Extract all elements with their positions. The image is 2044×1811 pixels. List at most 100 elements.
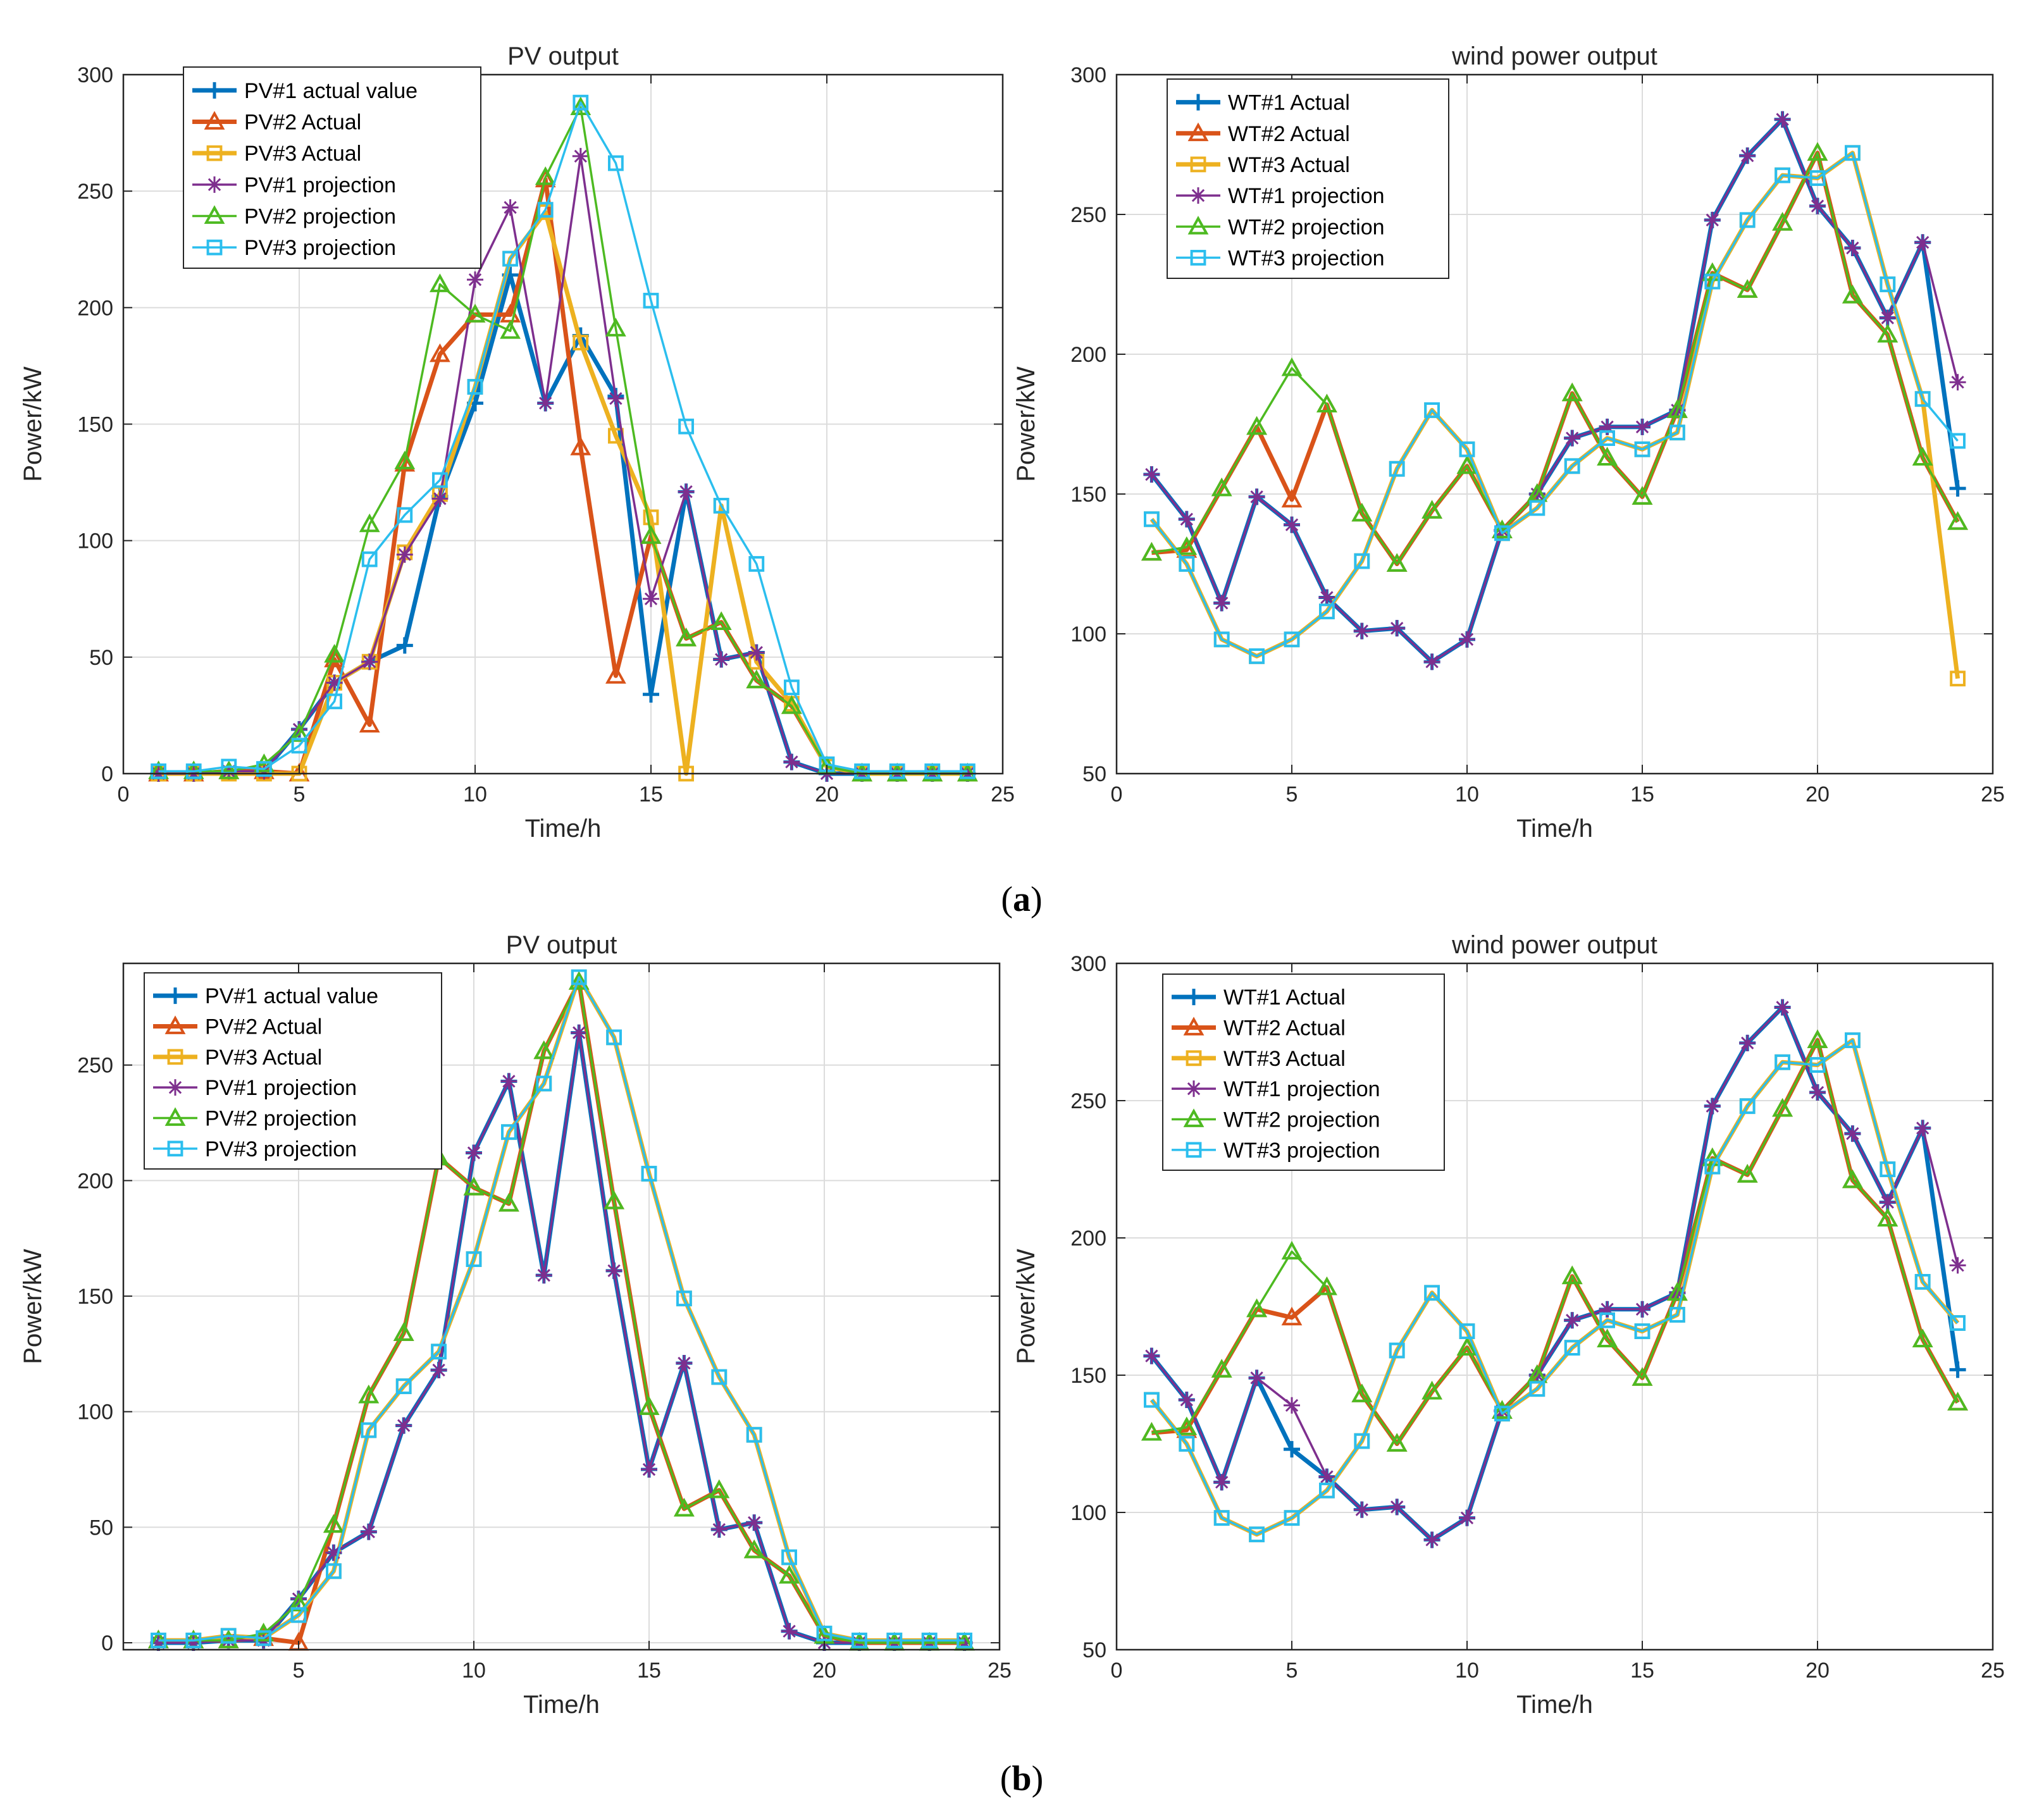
legend-item-1: WT#1 Actual (1172, 986, 1346, 1010)
data-point (710, 611, 732, 630)
data-point (921, 1632, 938, 1648)
data-point (500, 1073, 517, 1090)
legend-item-5: PV#2 projection (153, 1107, 357, 1131)
legend-item-5: WT#2 projection (1176, 215, 1385, 239)
legend-item-3: WT#3 Actual (1176, 153, 1350, 177)
data-point (746, 669, 767, 689)
y-tick-label: 150 (1070, 483, 1106, 507)
data-point (1211, 478, 1232, 497)
data-point (1353, 622, 1370, 640)
data-point (533, 1040, 555, 1060)
data-point (1213, 595, 1230, 612)
y-tick-label: 250 (1070, 1089, 1106, 1113)
series-6 (1144, 145, 1966, 664)
data-point (396, 637, 413, 654)
legend-label: PV#1 projection (205, 1076, 357, 1100)
y-tick-label: 50 (1082, 1638, 1106, 1662)
data-point (713, 651, 730, 668)
data-point (678, 418, 694, 435)
data-point (395, 1417, 412, 1434)
legend-label: WT#1 projection (1228, 184, 1385, 208)
data-point (608, 155, 624, 171)
data-point (1249, 648, 1265, 664)
data-point (1456, 455, 1478, 474)
data-point (1529, 1381, 1545, 1397)
x-axis-label: Time/h (1516, 1691, 1593, 1719)
data-point (1632, 1367, 1653, 1386)
legend-swatch-marker (1190, 94, 1206, 111)
data-point (1842, 285, 1863, 304)
data-point (430, 273, 450, 292)
data-point (1353, 1501, 1370, 1518)
x-axis-label: Time/h (1516, 815, 1593, 843)
data-point (323, 1514, 344, 1533)
data-point (1459, 1323, 1475, 1339)
y-tick-label: 100 (77, 529, 113, 553)
y-tick-label: 200 (1070, 343, 1106, 367)
data-point (1914, 1120, 1931, 1137)
legend-swatch-marker (167, 1079, 183, 1096)
data-point (1144, 511, 1160, 528)
y-tick-label: 100 (1070, 1501, 1106, 1525)
data-point (676, 1290, 692, 1307)
data-point (1318, 589, 1335, 606)
data-point (1774, 999, 1791, 1016)
data-point (1318, 1468, 1335, 1485)
data-point (1880, 1161, 1896, 1177)
legend-swatch-marker (1183, 1108, 1205, 1127)
data-point (1494, 525, 1510, 541)
data-point (1354, 1433, 1370, 1449)
y-tick-label: 250 (77, 1054, 113, 1078)
legend-label: PV#2 projection (205, 1107, 357, 1131)
x-tick-label: 20 (815, 782, 839, 807)
data-point (1949, 374, 1966, 391)
data-point (502, 199, 519, 216)
data-point (537, 395, 554, 412)
data-point (572, 147, 589, 164)
legend-label: WT#2 Actual (1223, 1017, 1346, 1041)
data-point (151, 763, 166, 779)
data-point (288, 1592, 309, 1612)
data-point (1389, 460, 1405, 477)
data-point (535, 166, 556, 185)
y-tick-label: 200 (77, 296, 113, 320)
data-point (779, 1564, 800, 1584)
y-tick-label: 150 (77, 413, 113, 437)
data-point (185, 763, 202, 779)
data-point (502, 250, 519, 267)
data-point (393, 1322, 414, 1341)
data-point (711, 1369, 728, 1385)
data-point (1845, 1032, 1861, 1048)
data-point (852, 1632, 867, 1648)
legend: WT#1 Actual WT#2 Actual WT#3 Actual WT#1 pr… (1162, 973, 1445, 1171)
legend-swatch-marker (1190, 250, 1206, 266)
legend-item-2: PV#2 Actual (192, 111, 361, 135)
data-point (1845, 145, 1861, 161)
x-tick-label: 10 (462, 1659, 486, 1683)
data-point (536, 1075, 552, 1092)
data-point (781, 1622, 798, 1640)
data-point (1737, 1164, 1758, 1183)
data-point (1213, 631, 1230, 648)
legend-label: WT#1 Actual (1223, 986, 1346, 1010)
data-point (1949, 1361, 1966, 1378)
data-point (1351, 502, 1373, 522)
data-point (1634, 418, 1651, 435)
data-point (1141, 541, 1162, 561)
data-point (643, 292, 659, 309)
data-point (1737, 279, 1758, 298)
data-point (1141, 1422, 1162, 1441)
y-tick-label: 50 (89, 1516, 113, 1540)
data-point (185, 1632, 202, 1648)
data-point (1178, 510, 1195, 528)
data-point (1459, 631, 1475, 648)
data-point (1389, 620, 1406, 637)
data-point (854, 763, 870, 779)
data-point (1599, 1301, 1616, 1318)
legend: PV#1 actual value PV#2 Actual PV#3 Actual P… (183, 66, 481, 269)
data-point (1179, 556, 1195, 572)
data-point (674, 1498, 695, 1517)
y-tick-label: 300 (1070, 63, 1106, 87)
